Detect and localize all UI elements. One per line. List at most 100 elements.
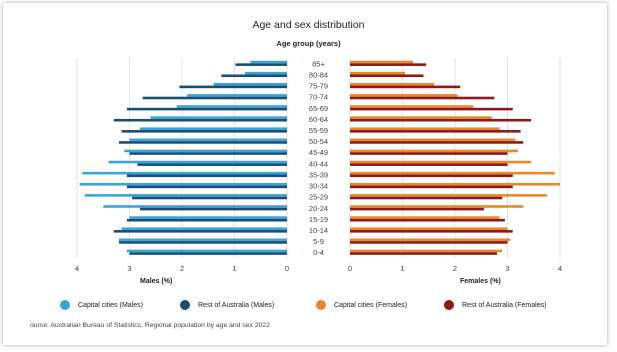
tick-label-females: 0: [348, 264, 352, 273]
bar-rest-females: [350, 163, 508, 166]
age-group-label: 55-59: [309, 126, 328, 135]
legend-item-capital-males[interactable]: Capital cities (Males): [60, 300, 143, 310]
bar-capital-males: [213, 82, 287, 86]
bar-capital-females: [350, 127, 500, 131]
tick-label-males: 1: [232, 264, 236, 273]
age-group-label: 20-24: [309, 204, 328, 213]
tick-label-males: 2: [180, 264, 184, 273]
bar-capital-females: [350, 171, 555, 175]
age-group-label: 0-4: [313, 248, 324, 257]
legend-label-capital-females: Capital cities (Females): [334, 301, 408, 309]
bar-rest-females: [350, 185, 513, 189]
tick-label-females: 1: [400, 264, 404, 273]
bar-capital-females: [350, 116, 492, 119]
tick-label-females: 3: [505, 264, 509, 273]
tick-label-males: 4: [75, 264, 79, 273]
bar-capital-males: [129, 138, 287, 142]
bar-capital-males: [84, 194, 287, 197]
bar-rest-females: [350, 96, 495, 100]
bar-capital-males: [124, 149, 287, 153]
bar-capital-males: [119, 238, 287, 242]
tick-label-males: 0: [285, 264, 289, 273]
bar-rest-males: [119, 141, 287, 144]
legend-swatch-capital-males: [60, 300, 70, 310]
bar-rest-males: [126, 174, 287, 178]
bar-rest-males: [126, 185, 287, 189]
age-group-label: 30-34: [309, 182, 328, 191]
bar-capital-females: [350, 105, 474, 108]
bar-capital-males: [245, 71, 287, 75]
bar-rest-females: [350, 174, 513, 178]
bar-rest-males: [179, 85, 287, 89]
bar-rest-females: [350, 74, 424, 78]
age-group-label: 25-29: [309, 193, 328, 202]
bar-rest-males: [142, 96, 287, 100]
bar-capital-females: [350, 205, 524, 208]
age-group-label: 65-69: [309, 104, 328, 113]
bar-rest-females: [350, 152, 508, 155]
bar-rest-males: [140, 207, 287, 211]
bar-capital-females: [350, 149, 518, 153]
source-note: ource: Australian Bureau of Statistics, …: [30, 322, 270, 329]
age-group-label: 40-44: [309, 159, 328, 168]
legend-label-rest-females: Rest of Australia (Females): [462, 301, 547, 309]
bar-rest-males: [235, 63, 287, 66]
age-group-label: 50-54: [309, 137, 328, 146]
bar-capital-males: [126, 249, 287, 253]
females-axis-title: Females (%): [460, 278, 501, 285]
bar-rest-males: [113, 118, 287, 122]
bar-capital-males: [129, 216, 287, 219]
bar-capital-males: [121, 227, 287, 231]
age-group-label: 35-39: [309, 170, 328, 179]
bar-capital-males: [150, 116, 287, 119]
legend-item-capital-females[interactable]: Capital cities (Females): [316, 300, 407, 310]
bar-capital-females: [350, 138, 516, 142]
bar-capital-males: [176, 105, 287, 108]
age-group-label: 80-84: [309, 70, 328, 79]
bar-rest-females: [350, 218, 505, 222]
legend-label-rest-males: Rest of Australia (Males): [198, 301, 275, 309]
bar-capital-females: [350, 82, 434, 86]
tick-label-males: 3: [127, 264, 131, 273]
bar-rest-males: [126, 218, 287, 222]
bar-capital-males: [187, 94, 287, 97]
bar-rest-females: [350, 241, 508, 244]
bar-rest-females: [350, 252, 497, 255]
bar-rest-females: [350, 141, 524, 144]
bar-rest-females: [350, 207, 484, 211]
age-group-label: 45-49: [309, 148, 328, 157]
age-group-label: 5-9: [313, 237, 324, 246]
bar-rest-males: [119, 241, 287, 244]
bar-rest-females: [350, 107, 513, 111]
bar-capital-males: [79, 182, 287, 186]
age-group-label: 70-74: [309, 93, 328, 102]
tick-label-females: 4: [558, 264, 562, 273]
bar-capital-females: [350, 60, 413, 64]
chart-subtitle: Age group (years): [276, 39, 341, 48]
bar-rest-males: [137, 163, 287, 166]
bar-rest-males: [129, 152, 287, 155]
bar-rest-males: [129, 252, 287, 255]
bar-capital-males: [103, 205, 287, 208]
age-group-label: 15-19: [309, 215, 328, 224]
bar-rest-males: [126, 107, 287, 111]
bar-capital-females: [350, 238, 511, 242]
bar-capital-females: [350, 216, 500, 219]
bar-capital-males: [108, 160, 287, 164]
bar-capital-females: [350, 94, 458, 97]
bar-capital-females: [350, 160, 532, 164]
pyramid-chart: 4 3 2 1 0 0 1 2 3 4 85+ 80-84 75-79 70-74 65-69 60-64 55…: [75, 58, 562, 273]
age-group-label: 10-14: [309, 226, 328, 235]
legend-swatch-rest-males: [180, 300, 190, 310]
bar-capital-females: [350, 227, 508, 231]
bar-rest-males: [113, 230, 287, 233]
bar-capital-females: [350, 71, 406, 75]
legend-item-rest-females[interactable]: Rest of Australia (Females): [444, 300, 546, 310]
bar-rest-females: [350, 230, 513, 233]
legend-item-rest-males[interactable]: Rest of Australia (Males): [180, 300, 274, 310]
males-axis-title: Males (%): [140, 278, 173, 285]
bar-capital-females: [350, 182, 560, 186]
legend-swatch-rest-females: [444, 300, 454, 310]
age-group-label: 60-64: [309, 115, 328, 124]
legend-swatch-capital-females: [316, 300, 326, 310]
